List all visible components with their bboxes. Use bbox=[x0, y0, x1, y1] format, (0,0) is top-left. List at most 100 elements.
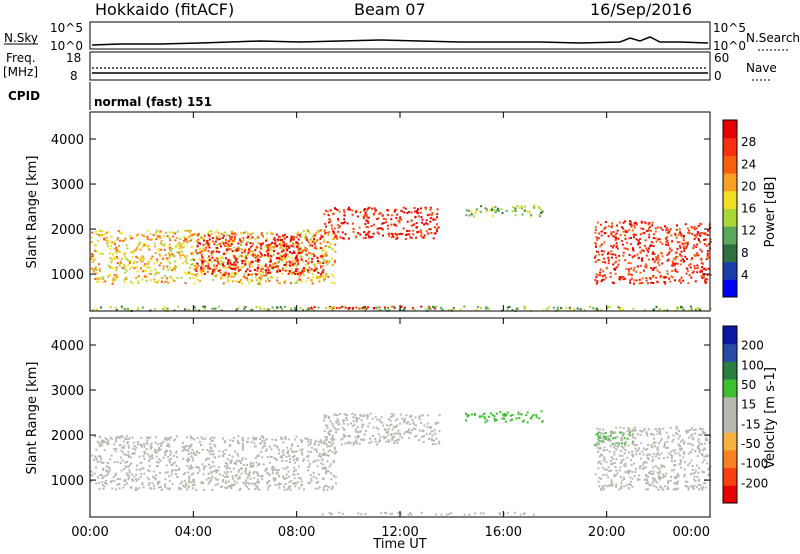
power-cell bbox=[632, 249, 634, 251]
velocity-cell bbox=[197, 437, 199, 439]
power-cell bbox=[604, 261, 606, 263]
power-cell bbox=[247, 252, 249, 254]
velocity-colorbar-label: Velocity [m s-1] bbox=[763, 367, 778, 469]
power-cell bbox=[110, 306, 112, 308]
velocity-cell bbox=[256, 462, 258, 464]
power-cell bbox=[147, 230, 149, 232]
power-cell bbox=[119, 265, 121, 267]
velocity-cell bbox=[625, 449, 627, 451]
power-cell bbox=[343, 218, 345, 220]
power-cell bbox=[696, 264, 698, 266]
power-cell bbox=[385, 218, 387, 220]
power-cell bbox=[207, 265, 209, 267]
velocity-cell bbox=[621, 455, 623, 457]
velocity-cell bbox=[628, 434, 630, 436]
velocity-cell bbox=[146, 448, 148, 450]
power-cell bbox=[486, 211, 488, 213]
power-cell bbox=[273, 246, 275, 248]
velocity-cell bbox=[435, 422, 437, 424]
power-cell bbox=[644, 221, 646, 223]
velocity-cell bbox=[115, 474, 117, 476]
velocity-cell bbox=[148, 484, 150, 486]
velocity-cell bbox=[387, 434, 389, 436]
power-cell bbox=[325, 274, 327, 276]
velocity-cell bbox=[257, 488, 259, 490]
velocity-cell bbox=[396, 439, 398, 441]
velocity-cell bbox=[630, 481, 632, 483]
power-cell bbox=[432, 306, 434, 308]
power-cell bbox=[240, 269, 242, 271]
power-cell bbox=[275, 266, 277, 268]
velocity-cell bbox=[484, 418, 486, 420]
velocity-cell bbox=[611, 479, 613, 481]
power-cell bbox=[189, 267, 191, 269]
velocity-cell bbox=[676, 426, 678, 428]
power-cell bbox=[292, 246, 294, 248]
velocity-cell bbox=[107, 443, 109, 445]
velocity-cell bbox=[224, 476, 226, 478]
velocity-cell bbox=[227, 471, 229, 473]
velocity-cell bbox=[653, 443, 655, 445]
power-cell bbox=[198, 242, 200, 244]
power-cell bbox=[219, 243, 221, 245]
power-cell bbox=[202, 270, 204, 272]
velocity-cell bbox=[520, 514, 522, 516]
power-cell bbox=[333, 238, 335, 240]
power-cell bbox=[282, 268, 284, 270]
velocity-cell bbox=[632, 433, 634, 435]
velocity-cell bbox=[385, 441, 387, 443]
velocity-cell bbox=[541, 410, 543, 412]
power-cell bbox=[699, 309, 701, 311]
velocity-cell bbox=[628, 445, 630, 447]
power-cell bbox=[365, 212, 367, 214]
freq-label: Freq. bbox=[6, 51, 36, 65]
velocity-cell bbox=[242, 443, 244, 445]
velocity-cell bbox=[640, 458, 642, 460]
power-cell bbox=[681, 235, 683, 237]
velocity-cell bbox=[190, 446, 192, 448]
power-cell bbox=[597, 222, 599, 224]
power-cell bbox=[226, 252, 228, 254]
power-cell bbox=[392, 236, 394, 238]
velocity-cell bbox=[120, 450, 122, 452]
power-cell bbox=[606, 267, 608, 269]
velocity-cell bbox=[149, 458, 151, 460]
power-cell bbox=[229, 235, 231, 237]
power-cell bbox=[329, 220, 331, 222]
power-cell bbox=[374, 207, 376, 209]
velocity-cell bbox=[677, 481, 679, 483]
power-cell bbox=[681, 277, 683, 279]
power-cell bbox=[366, 209, 368, 211]
velocity-cell bbox=[192, 473, 194, 475]
power-cell bbox=[164, 249, 166, 251]
power-cell bbox=[605, 221, 607, 223]
power-cell bbox=[232, 240, 234, 242]
velocity-cell bbox=[625, 441, 627, 443]
power-cell bbox=[629, 223, 631, 225]
power-cell bbox=[183, 246, 185, 248]
velocity-cell bbox=[667, 447, 669, 449]
velocity-cell bbox=[668, 453, 670, 455]
power-cell bbox=[670, 275, 672, 277]
velocity-cell bbox=[109, 467, 111, 469]
velocity-cell bbox=[610, 439, 612, 441]
power-cell bbox=[114, 267, 116, 269]
velocity-cell bbox=[307, 444, 309, 446]
velocity-cell bbox=[605, 432, 607, 434]
power-cell bbox=[694, 228, 696, 230]
velocity-cell bbox=[353, 443, 355, 445]
power-cell bbox=[651, 224, 653, 226]
velocity-cell bbox=[465, 419, 467, 421]
power-cell bbox=[312, 282, 314, 284]
velocity-cell bbox=[633, 463, 635, 465]
power-cell bbox=[270, 255, 272, 257]
velocity-cell bbox=[169, 450, 171, 452]
power-cell bbox=[669, 281, 671, 283]
power-cell bbox=[310, 238, 312, 240]
velocity-cell bbox=[345, 443, 347, 445]
power-cell bbox=[268, 244, 270, 246]
velocity-cell bbox=[293, 467, 295, 469]
power-cell bbox=[401, 210, 403, 212]
power-cell bbox=[173, 280, 175, 282]
velocity-cell bbox=[674, 453, 676, 455]
